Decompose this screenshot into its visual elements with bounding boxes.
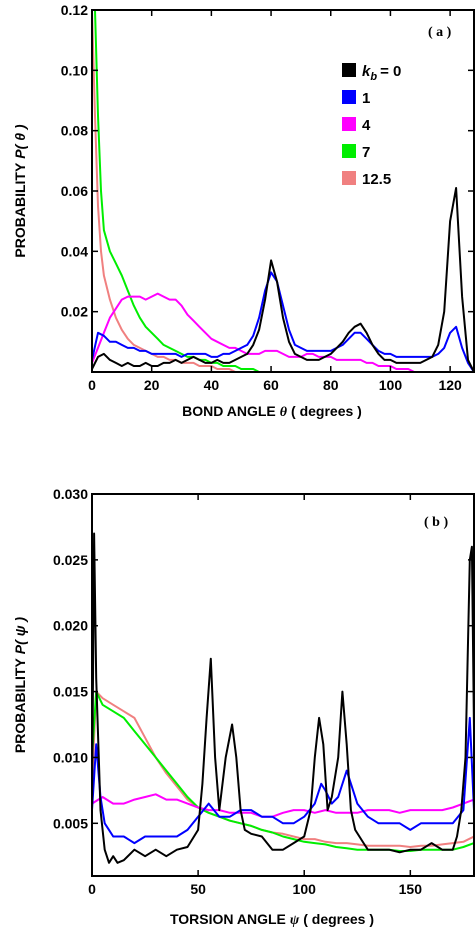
panel-a-ticks: 0 20 40 60 80 100 120 0.02 0.04 0.06 0.08 0.10 0.12 [61,2,474,393]
panel-a-x-tick-label: 120 [438,377,462,393]
legend-swatch-kb7 [342,144,356,158]
legend-label-kb7: 7 [362,144,370,161]
panel-a-x-tick-label: 40 [204,377,220,393]
panel-b-series-line-1 [92,716,474,845]
panel-a-x-tick-label: 0 [88,377,96,393]
panel-a-x-tick-label: 60 [263,377,279,393]
panel-a-legend: kb = 0 1 4 7 12.5 [342,63,401,188]
panel-b-series-line-4 [92,690,474,848]
panel-a-series-line-0 [92,187,474,372]
panel-a-y-tick-label: 0.12 [61,2,88,18]
panel-a-series-line-1 [92,271,474,372]
panel-b-y-tick-label: 0.025 [53,552,88,568]
panel-a-x-tick-label: 80 [323,377,339,393]
legend-swatch-kb12-5 [342,171,356,185]
panel-b-y-tick-label: 0.005 [53,815,88,831]
panel-b-y-tick-label: 0.030 [53,486,88,502]
panel-b-y-tick-label: 0.020 [53,618,88,634]
panel-b-ticks: 0 50 100 150 0.005 0.010 0.015 0.020 0.025 0.030 [53,486,474,897]
legend-swatch-kb1 [342,90,356,104]
panel-b-series-layer [92,532,474,864]
legend-label-kb4: 4 [362,117,371,134]
panel-b-plot-frame [91,493,475,877]
panel-a-x-tick-label: 100 [379,377,403,393]
panel-b-tag: ( b ) [424,515,448,530]
legend-swatch-kb4 [342,117,356,131]
panel-a-y-tick-label: 0.08 [61,123,88,139]
panel-a-y-tick-label: 0.06 [61,183,88,199]
panel-b-y-tick-label: 0.010 [53,749,88,765]
panel-b-x-tick-label: 50 [190,881,206,897]
panel-b-x-tick-label: 100 [293,881,317,897]
panel-b-y-axis-label: PROBABILITYP( ψ ) [12,617,28,753]
panel-a-series-layer [92,10,474,372]
panel-b-x-tick-label: 150 [399,881,423,897]
panel-a-series-line-2 [92,292,421,372]
panel-b-series-line-2 [92,793,474,818]
legend-swatch-kb0 [342,63,356,77]
panel-a-x-axis-label: BOND ANGLE θ( degrees ) [182,403,362,420]
panel-a-series-line-3 [92,10,260,372]
panel-b-x-tick-label: 0 [88,881,96,897]
panel-a-y-tick-label: 0.04 [61,243,88,259]
panel-b-series-line-0 [92,532,474,864]
panel-a-series-line-4 [92,10,242,372]
panel-a-x-tick-label: 20 [144,377,160,393]
panel-a-y-tick-label: 0.02 [61,304,88,320]
legend-label-kb12-5: 12.5 [362,171,391,188]
legend-label-kb0: kb = 0 [362,63,401,83]
panel-b-x-axis-label: TORSION ANGLE ψ( degrees ) [170,911,374,928]
panel-a-y-tick-label: 0.10 [61,62,88,78]
panel-b-torsion-angle: 0 50 100 1500.0050.0100.0150.0200.0250.030 … [12,486,475,928]
legend-label-kb1: 1 [362,90,370,107]
panel-a-y-axis-label: PROBABILITYP( θ ) [12,124,28,257]
panel-b-y-tick-label: 0.015 [53,684,88,700]
panel-a-tag: ( a ) [428,25,452,40]
panel-a-bond-angle: 0 20 40 60 80 100 1200.020.040.060.080.100.12 … [12,2,475,420]
